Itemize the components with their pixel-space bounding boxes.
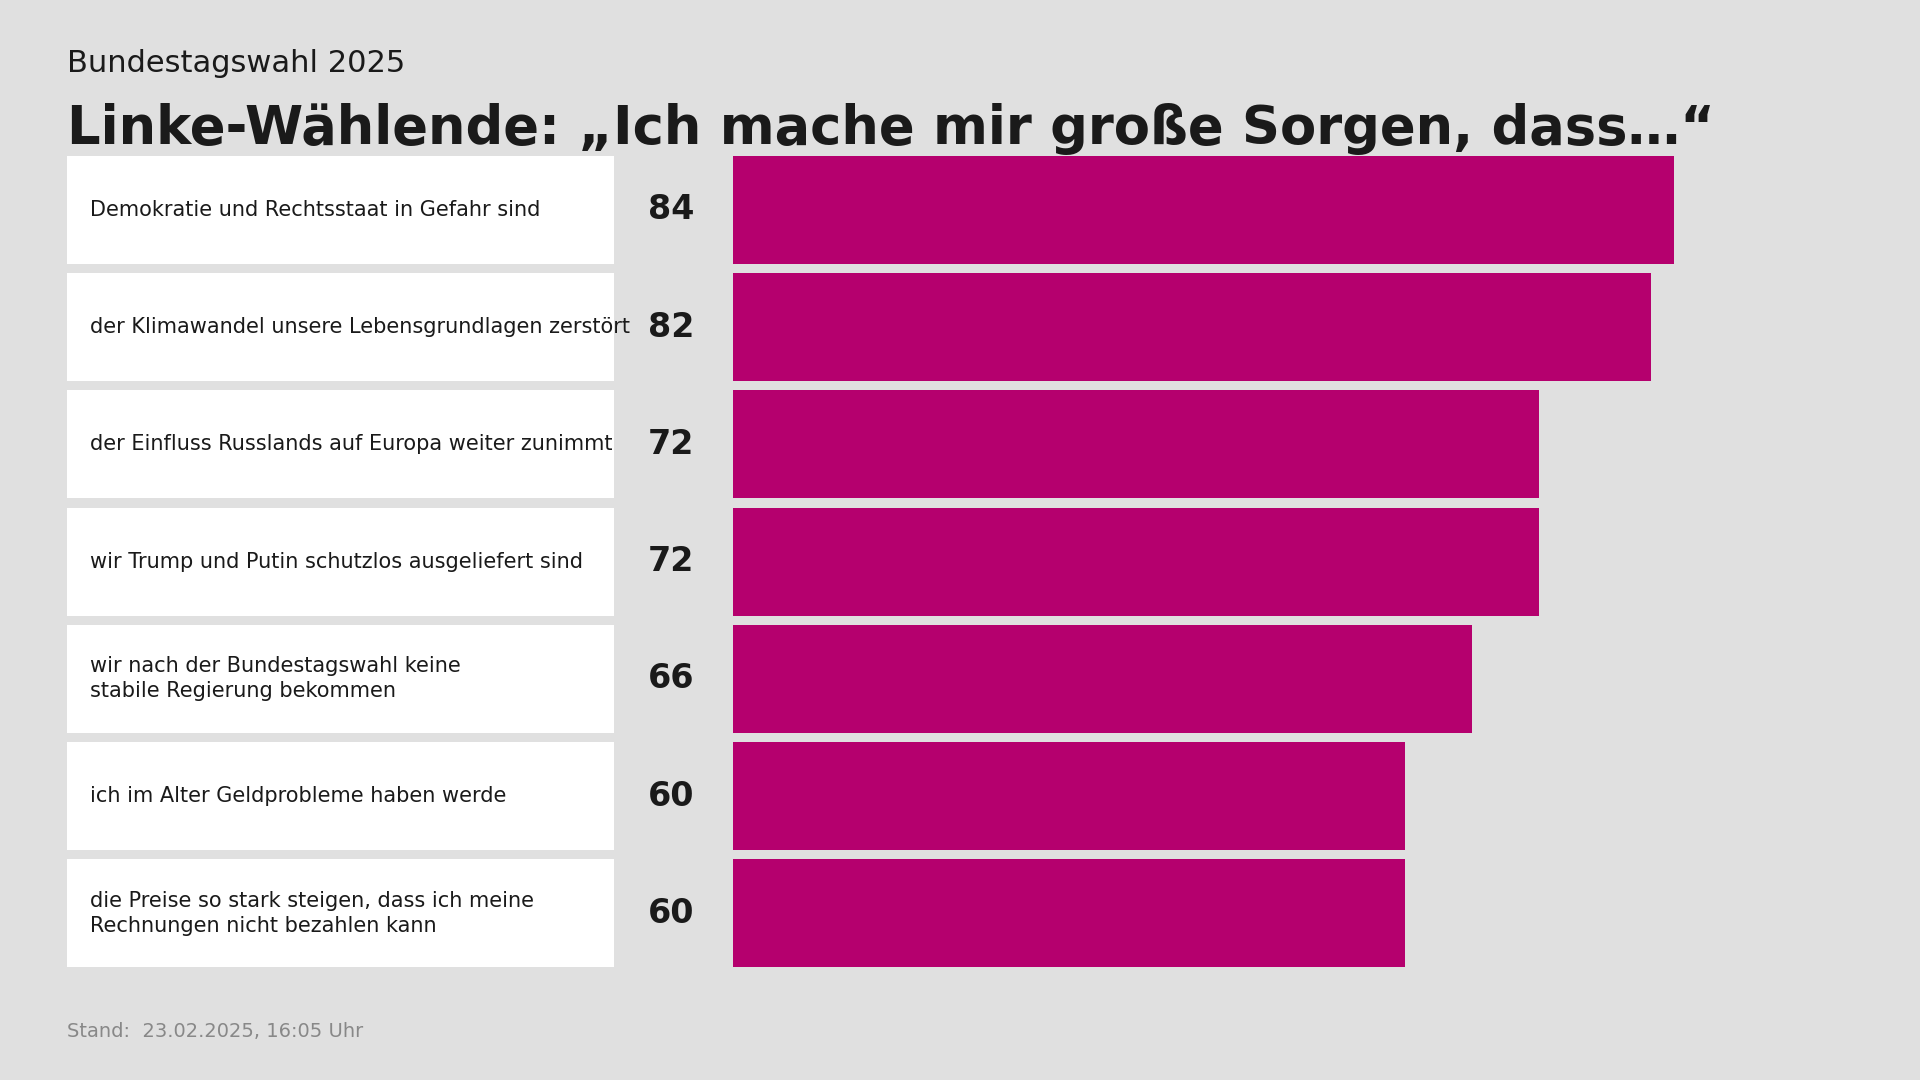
Text: 60: 60 (647, 896, 695, 930)
Text: der Einfluss Russlands auf Europa weiter zunimmt: der Einfluss Russlands auf Europa weiter… (90, 434, 612, 455)
Text: 72: 72 (647, 428, 695, 461)
Text: Stand:  23.02.2025, 16:05 Uhr: Stand: 23.02.2025, 16:05 Uhr (67, 1022, 363, 1041)
Text: 84: 84 (647, 193, 695, 227)
Text: 72: 72 (647, 545, 695, 578)
Text: 66: 66 (647, 662, 695, 696)
Text: ich im Alter Geldprobleme haben werde: ich im Alter Geldprobleme haben werde (90, 786, 507, 806)
Text: wir Trump und Putin schutzlos ausgeliefert sind: wir Trump und Putin schutzlos ausgeliefe… (90, 552, 584, 571)
Text: der Klimawandel unsere Lebensgrundlagen zerstört: der Klimawandel unsere Lebensgrundlagen … (90, 318, 630, 337)
Text: 60: 60 (647, 780, 695, 812)
Text: Linke-Wählende: „Ich mache mir große Sorgen, dass…“: Linke-Wählende: „Ich mache mir große Sor… (67, 103, 1715, 154)
Text: Bundestagswahl 2025: Bundestagswahl 2025 (67, 49, 405, 78)
Text: die Preise so stark steigen, dass ich meine
Rechnungen nicht bezahlen kann: die Preise so stark steigen, dass ich me… (90, 891, 534, 935)
Text: Demokratie und Rechtsstaat in Gefahr sind: Demokratie und Rechtsstaat in Gefahr sin… (90, 200, 541, 220)
Text: wir nach der Bundestagswahl keine
stabile Regierung bekommen: wir nach der Bundestagswahl keine stabil… (90, 657, 461, 701)
Text: 82: 82 (647, 311, 695, 343)
